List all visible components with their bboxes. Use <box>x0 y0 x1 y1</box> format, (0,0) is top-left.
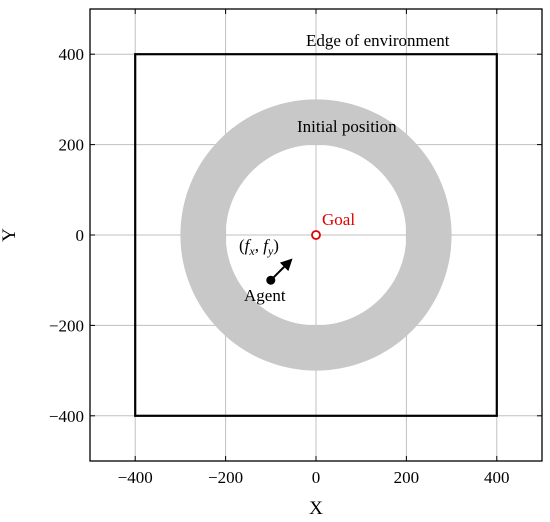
x-axis-label: X <box>309 498 323 519</box>
force-label-fy: f <box>263 236 270 255</box>
environment-edge-label: Edge of environment <box>306 31 450 50</box>
force-label-comma: , <box>255 236 264 255</box>
y-tick-label: −200 <box>49 316 84 335</box>
initial-position-ring <box>180 99 452 371</box>
force-label-fx: f <box>245 236 252 255</box>
environment-edge-layer <box>134 53 498 417</box>
agent-label: Agent <box>244 286 286 305</box>
marks-layer <box>266 230 321 285</box>
y-axis-label: Y <box>0 228 20 242</box>
y-tick-label: 400 <box>59 45 85 64</box>
y-tick-label: 0 <box>76 226 85 245</box>
x-tick-label: −400 <box>118 468 153 487</box>
y-tick-label: 200 <box>59 136 85 155</box>
force-label-close-paren: ) <box>273 236 279 255</box>
x-tick-label: −200 <box>208 468 243 487</box>
goal-point <box>311 230 321 240</box>
force-label-fx-subscript: x <box>248 244 255 258</box>
force-label-fy-subscript: y <box>267 244 274 258</box>
x-tick-label: 200 <box>394 468 420 487</box>
force-vector-label: (fx, fy) <box>239 236 279 258</box>
x-tick-label: 400 <box>484 468 510 487</box>
tick-layer: −400 −200 0 200 400 −400 −200 0 200 400 <box>49 9 542 487</box>
initial-position-label: Initial position <box>297 117 397 136</box>
goal-label: Goal <box>322 210 355 229</box>
force-label-open-paren: ( <box>239 236 245 255</box>
agent-point <box>266 275 276 285</box>
environment-edge-box <box>134 53 498 417</box>
initial-position-ring-layer <box>180 99 452 371</box>
x-tick-label: 0 <box>312 468 321 487</box>
y-tick-label: −400 <box>49 407 84 426</box>
force-vector-arrow <box>270 258 293 281</box>
